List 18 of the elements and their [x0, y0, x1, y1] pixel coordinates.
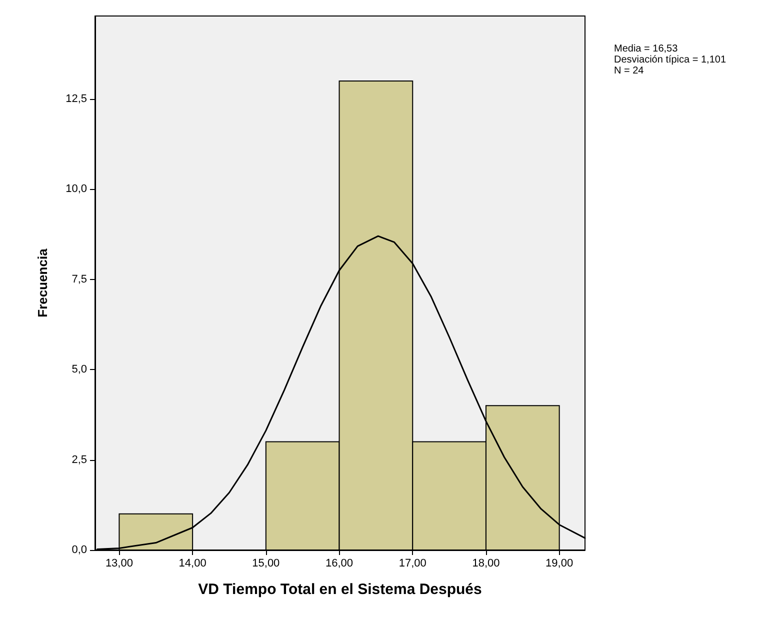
x-tick-label: 16,00	[326, 558, 354, 570]
y-tick-label: 12,5	[66, 92, 87, 105]
y-axis-title: Frecuencia	[35, 248, 50, 318]
x-tick-label: 14,00	[178, 558, 206, 570]
text: Media = 16,53	[614, 44, 678, 54]
y-tick-label: 7,5	[72, 273, 87, 286]
y-tick-label: 2,5	[72, 454, 87, 466]
y-tick-label: 5,0	[72, 364, 87, 376]
x-axis-title: VD Tiempo Total en el Sistema Después	[198, 581, 482, 598]
x-tick-label: 18,00	[472, 558, 500, 570]
x-tick-label: 13,00	[105, 558, 133, 570]
x-tick-label: 15,00	[252, 558, 280, 570]
y-tick-label: 0,0	[72, 544, 87, 556]
x-tick-label: 19,00	[546, 558, 574, 570]
y-tick-label: 10,0	[66, 183, 87, 196]
text: N = 24	[614, 66, 644, 76]
text: Desviación típica = 1,101	[614, 54, 726, 66]
x-tick-label: 17,00	[398, 558, 426, 570]
